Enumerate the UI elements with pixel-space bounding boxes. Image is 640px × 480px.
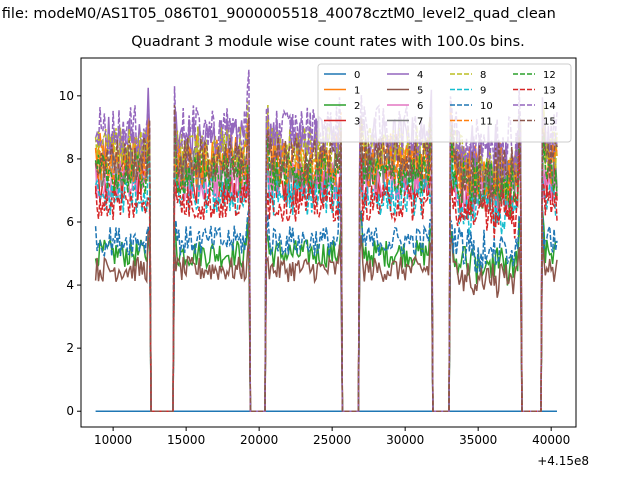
chart-title: Quadrant 3 module wise count rates with … [131,34,525,50]
legend-label-8: 8 [480,70,486,81]
legend-label-12: 12 [543,70,556,81]
axes-frame [80,57,577,428]
x-tick-label: 25000 [313,433,351,447]
series-line-5 [94,227,558,412]
x-offset-label: +4.15e8 [537,454,589,468]
series-line-13 [94,152,558,412]
series-line-10 [94,201,558,412]
x-tick-label: 30000 [386,433,424,447]
y-tick-label: 2 [66,341,74,355]
x-tick-label: 40000 [532,433,570,447]
y-tick-label: 10 [59,89,74,103]
legend-label-15: 15 [543,117,556,128]
legend-label-2: 2 [354,101,360,112]
series-line-2 [94,208,558,412]
y-tick-label: 8 [66,152,74,166]
y-axis: 0 2 4 6 8 10 [59,89,81,418]
x-tick-label: 20000 [240,433,278,447]
legend-label-7: 7 [417,117,423,128]
y-tick-label: 4 [66,278,74,292]
legend-label-10: 10 [480,101,493,112]
legend-label-14: 14 [543,101,556,112]
x-tick-label: 15000 [167,433,205,447]
series-line-15 [94,105,558,412]
legend-box [317,63,572,143]
y-tick-label: 0 [66,404,74,418]
legend-label-1: 1 [354,86,360,97]
x-axis: 10000 15000 20000 25000 30000 35000 40000 [94,427,570,447]
legend-label-9: 9 [480,86,486,97]
legend-label-0: 0 [354,70,360,81]
legend-label-13: 13 [543,86,556,97]
x-tick-label: 35000 [459,433,497,447]
legend-label-11: 11 [480,117,493,128]
legend-label-5: 5 [417,86,423,97]
legend-label-6: 6 [417,101,423,112]
x-tick-label: 10000 [94,433,132,447]
figure-suptitle: n file: modeM0/AS1T05_086T01_9000005518_… [0,6,556,22]
legend-label-4: 4 [417,70,423,81]
legend-label-3: 3 [354,117,360,128]
y-tick-label: 6 [66,215,74,229]
